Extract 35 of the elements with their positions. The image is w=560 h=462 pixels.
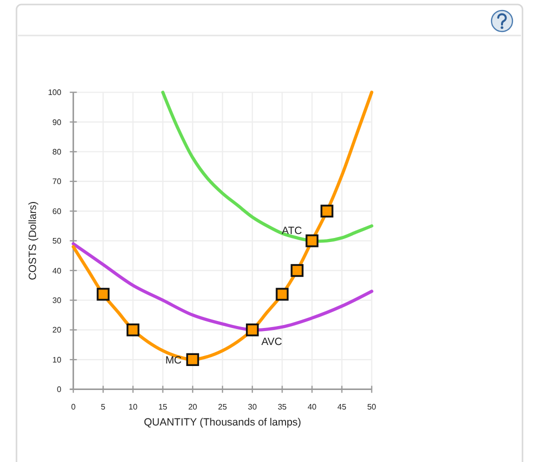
y-tick-label: 40	[52, 266, 62, 276]
x-tick-label: 0	[71, 402, 76, 412]
series-label: ATC	[282, 224, 302, 237]
x-tick-label: 30	[248, 402, 258, 412]
x-tick-label: 45	[337, 402, 347, 412]
point	[306, 234, 318, 248]
y-tick-label: 10	[52, 355, 62, 364]
x-tick-label: 10	[128, 402, 138, 412]
y-tick-label: 80	[52, 148, 62, 156]
y-tick-label: 20	[52, 326, 62, 335]
y-tick-label: 100	[48, 88, 62, 98]
point	[96, 288, 110, 301]
x-tick-label: 50	[367, 402, 377, 412]
x-tick-label: 35	[278, 402, 288, 412]
series-label: AVC	[261, 336, 283, 348]
y-tick-label: 70	[52, 177, 62, 186]
y-tick-label: 0	[56, 385, 62, 394]
y-tick-label: 90	[52, 118, 62, 127]
point	[320, 204, 334, 218]
point	[246, 324, 259, 336]
x-tick-label: 40	[308, 402, 318, 412]
x-tick-label: 5	[100, 402, 106, 412]
y-tick-label: 50	[52, 236, 62, 246]
y-axis-title: COSTS (Dollars)	[27, 201, 39, 280]
x-tick-label: 20	[188, 402, 198, 412]
series-label: MC	[165, 354, 182, 367]
y-tick-label: 30	[52, 296, 62, 305]
point	[186, 353, 200, 366]
y-tick-label: 60	[52, 206, 62, 216]
point	[276, 288, 289, 301]
x-axis-title: QUANTITY (Thousands of lamps)	[144, 416, 302, 428]
x-tick-label: 15	[158, 402, 168, 412]
point	[290, 264, 304, 277]
x-tick-label: 25	[218, 402, 228, 412]
point	[126, 324, 140, 336]
